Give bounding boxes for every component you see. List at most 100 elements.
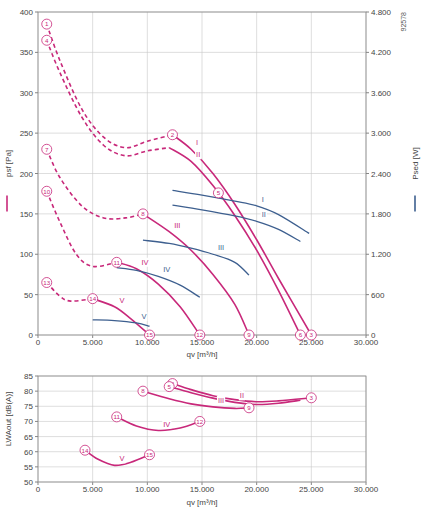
point-label: 11: [114, 413, 121, 420]
point-marker: [80, 445, 90, 455]
curve-label: V: [120, 454, 125, 463]
tick: [366, 173, 369, 174]
power-curve: [143, 240, 249, 275]
point-label: 9: [247, 404, 251, 411]
curve: [85, 450, 150, 465]
label-patch: [217, 243, 225, 252]
point-label: 8: [141, 387, 145, 394]
power-curve: [117, 268, 200, 298]
label-patch: [162, 420, 171, 429]
power-curve: [172, 190, 309, 233]
tick: [35, 421, 38, 422]
y-axis-title: LWAout [dB(A)]: [4, 392, 13, 447]
point-marker: [88, 294, 98, 304]
tick: [35, 406, 38, 407]
point-label: 5: [217, 189, 221, 196]
chart: 05.00010.00015.00020.00025.00030.0005055…: [4, 372, 379, 507]
tick-label: 1.800: [371, 210, 392, 219]
point-marker: [295, 330, 305, 340]
chart: 05.00010.00015.00020.00025.00030.0000501…: [4, 8, 420, 359]
label-patch: [261, 195, 265, 204]
tick-label: 20.000: [244, 485, 269, 494]
point-marker: [42, 19, 52, 29]
tick-label: 85: [24, 372, 33, 381]
tick-label: 4.200: [371, 48, 392, 57]
tick: [35, 391, 38, 392]
grid-line: [38, 52, 366, 53]
y2-axis-title: Psed [W]: [411, 147, 420, 179]
y-axis-title: psf [Pa]: [4, 150, 13, 177]
label-patch: [195, 150, 201, 159]
point-label: 1: [45, 20, 49, 27]
curve-label: IV: [163, 265, 170, 274]
point-marker: [42, 186, 52, 196]
tick-label: 10.000: [135, 485, 160, 494]
point-marker: [306, 393, 316, 403]
tick: [35, 436, 38, 437]
point-label: 11: [114, 259, 121, 266]
point-marker: [112, 412, 122, 422]
grid-line: [256, 376, 257, 482]
curve: [143, 214, 249, 335]
tick: [35, 52, 38, 53]
tick-label: 75: [24, 402, 33, 411]
grid-line: [38, 466, 366, 467]
axis-key: [414, 196, 416, 212]
tick: [366, 133, 369, 134]
plot-area: [38, 376, 366, 482]
curve: [169, 148, 300, 335]
point-marker: [145, 330, 155, 340]
tick-label: 50: [24, 478, 33, 487]
curve-label: III: [218, 243, 224, 252]
tick-label: 80: [24, 387, 33, 396]
tick: [35, 376, 38, 377]
curve-label: II: [240, 391, 244, 400]
labels: IIIIIIIVVIIIIIIIVV123456789101112131415: [42, 19, 317, 340]
tick: [366, 213, 369, 214]
tick: [35, 173, 38, 174]
label-patch: [217, 396, 225, 405]
point-marker: [138, 209, 148, 219]
point-label: 8: [141, 210, 145, 217]
tick-label: 15.000: [190, 485, 215, 494]
curve: [169, 387, 300, 405]
tick-label: 50: [24, 291, 33, 300]
tick-label: 65: [24, 433, 33, 442]
point-label: 3: [310, 394, 314, 401]
tick-label: 5.000: [83, 485, 104, 494]
grid-line: [38, 391, 366, 392]
grid-line: [38, 133, 366, 134]
point-marker: [42, 35, 52, 45]
point-marker: [244, 330, 254, 340]
point-label: 15: [146, 451, 153, 458]
curve-label: II: [196, 150, 200, 159]
curve-label: III: [218, 396, 224, 405]
point-marker: [195, 416, 205, 426]
point-marker: [244, 403, 254, 413]
label-patch: [140, 312, 147, 321]
grid-line: [311, 376, 312, 482]
label-patch: [119, 296, 126, 305]
data-group: [47, 24, 312, 335]
tick-label: 150: [20, 210, 34, 219]
point-marker: [145, 450, 155, 460]
tick-label: 400: [20, 8, 34, 17]
tick: [35, 482, 38, 483]
plot-frame: [38, 376, 366, 482]
tick-label: 0: [36, 338, 41, 347]
tick-label: 25.000: [299, 485, 324, 494]
tick: [366, 335, 369, 336]
tick-label: 350: [20, 48, 34, 57]
point-marker: [306, 330, 316, 340]
tick-label: 0: [36, 485, 41, 494]
label-patch: [239, 391, 245, 400]
curve-label: IV: [141, 258, 148, 267]
tick-label: 600: [371, 291, 385, 300]
curve-label: IV: [163, 420, 170, 429]
point-label: 2: [171, 131, 175, 138]
tick: [35, 92, 38, 93]
curve-label: V: [120, 296, 125, 305]
axis-key: [6, 196, 8, 212]
point-label: 6: [299, 331, 303, 338]
grid-line: [38, 294, 366, 295]
